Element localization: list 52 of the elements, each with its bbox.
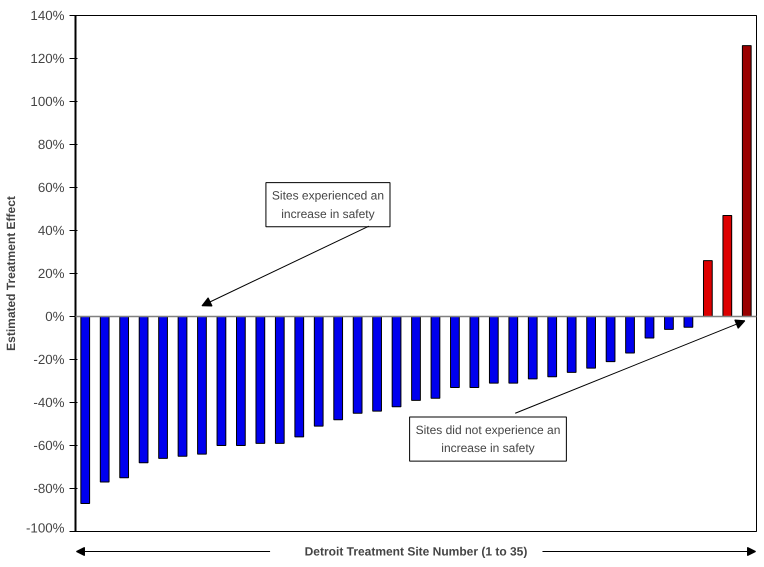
bar — [158, 316, 168, 459]
bar — [216, 316, 226, 446]
bar — [508, 316, 518, 384]
bar — [469, 316, 480, 388]
bar — [236, 316, 246, 446]
y-tick-label: 80% — [38, 137, 65, 152]
x-axis-title: Detroit Treatment Site Number (1 to 35) — [304, 544, 528, 558]
bar — [644, 316, 654, 338]
y-tick-label: 100% — [30, 94, 65, 109]
bar — [352, 316, 363, 414]
annotation: Sites did not experience an increase in safety — [416, 422, 560, 456]
bar — [197, 316, 207, 455]
y-tick-label: 140% — [30, 8, 65, 23]
bar — [274, 316, 285, 444]
bar — [138, 316, 148, 464]
y-tick-label: -80% — [33, 481, 65, 496]
y-tick-label: -40% — [33, 395, 65, 410]
bar — [255, 316, 266, 444]
bar — [80, 316, 90, 504]
y-tick-label: 40% — [38, 223, 65, 238]
bar — [742, 45, 752, 317]
bar — [430, 316, 440, 399]
bar — [547, 316, 558, 378]
y-axis-title: Estimated Treatment Effect — [4, 196, 18, 351]
bar — [314, 316, 324, 427]
y-tick-label: -20% — [33, 352, 65, 367]
y-tick-label: 60% — [38, 180, 65, 195]
bar — [722, 214, 732, 317]
bar — [333, 316, 344, 420]
bar — [100, 316, 110, 483]
bar — [606, 316, 616, 362]
bar — [702, 260, 713, 317]
y-tick-label: 0% — [45, 309, 65, 324]
y-tick-label: 20% — [38, 266, 65, 281]
bar — [294, 316, 304, 438]
bar — [372, 316, 382, 412]
bar — [178, 316, 188, 457]
bar — [586, 316, 596, 369]
bar — [450, 316, 460, 388]
annotation: Sites experienced an increase in safety — [272, 188, 384, 221]
bar — [625, 316, 635, 354]
bar — [528, 316, 538, 380]
bar — [411, 316, 421, 401]
bar — [566, 316, 577, 373]
bar — [392, 316, 402, 408]
bar — [119, 316, 130, 478]
bar — [684, 316, 694, 328]
y-tick-label: -60% — [33, 438, 65, 453]
y-tick-label: -100% — [26, 520, 65, 536]
bar — [664, 316, 674, 330]
y-tick-label: 120% — [30, 51, 65, 66]
bar — [488, 316, 499, 384]
